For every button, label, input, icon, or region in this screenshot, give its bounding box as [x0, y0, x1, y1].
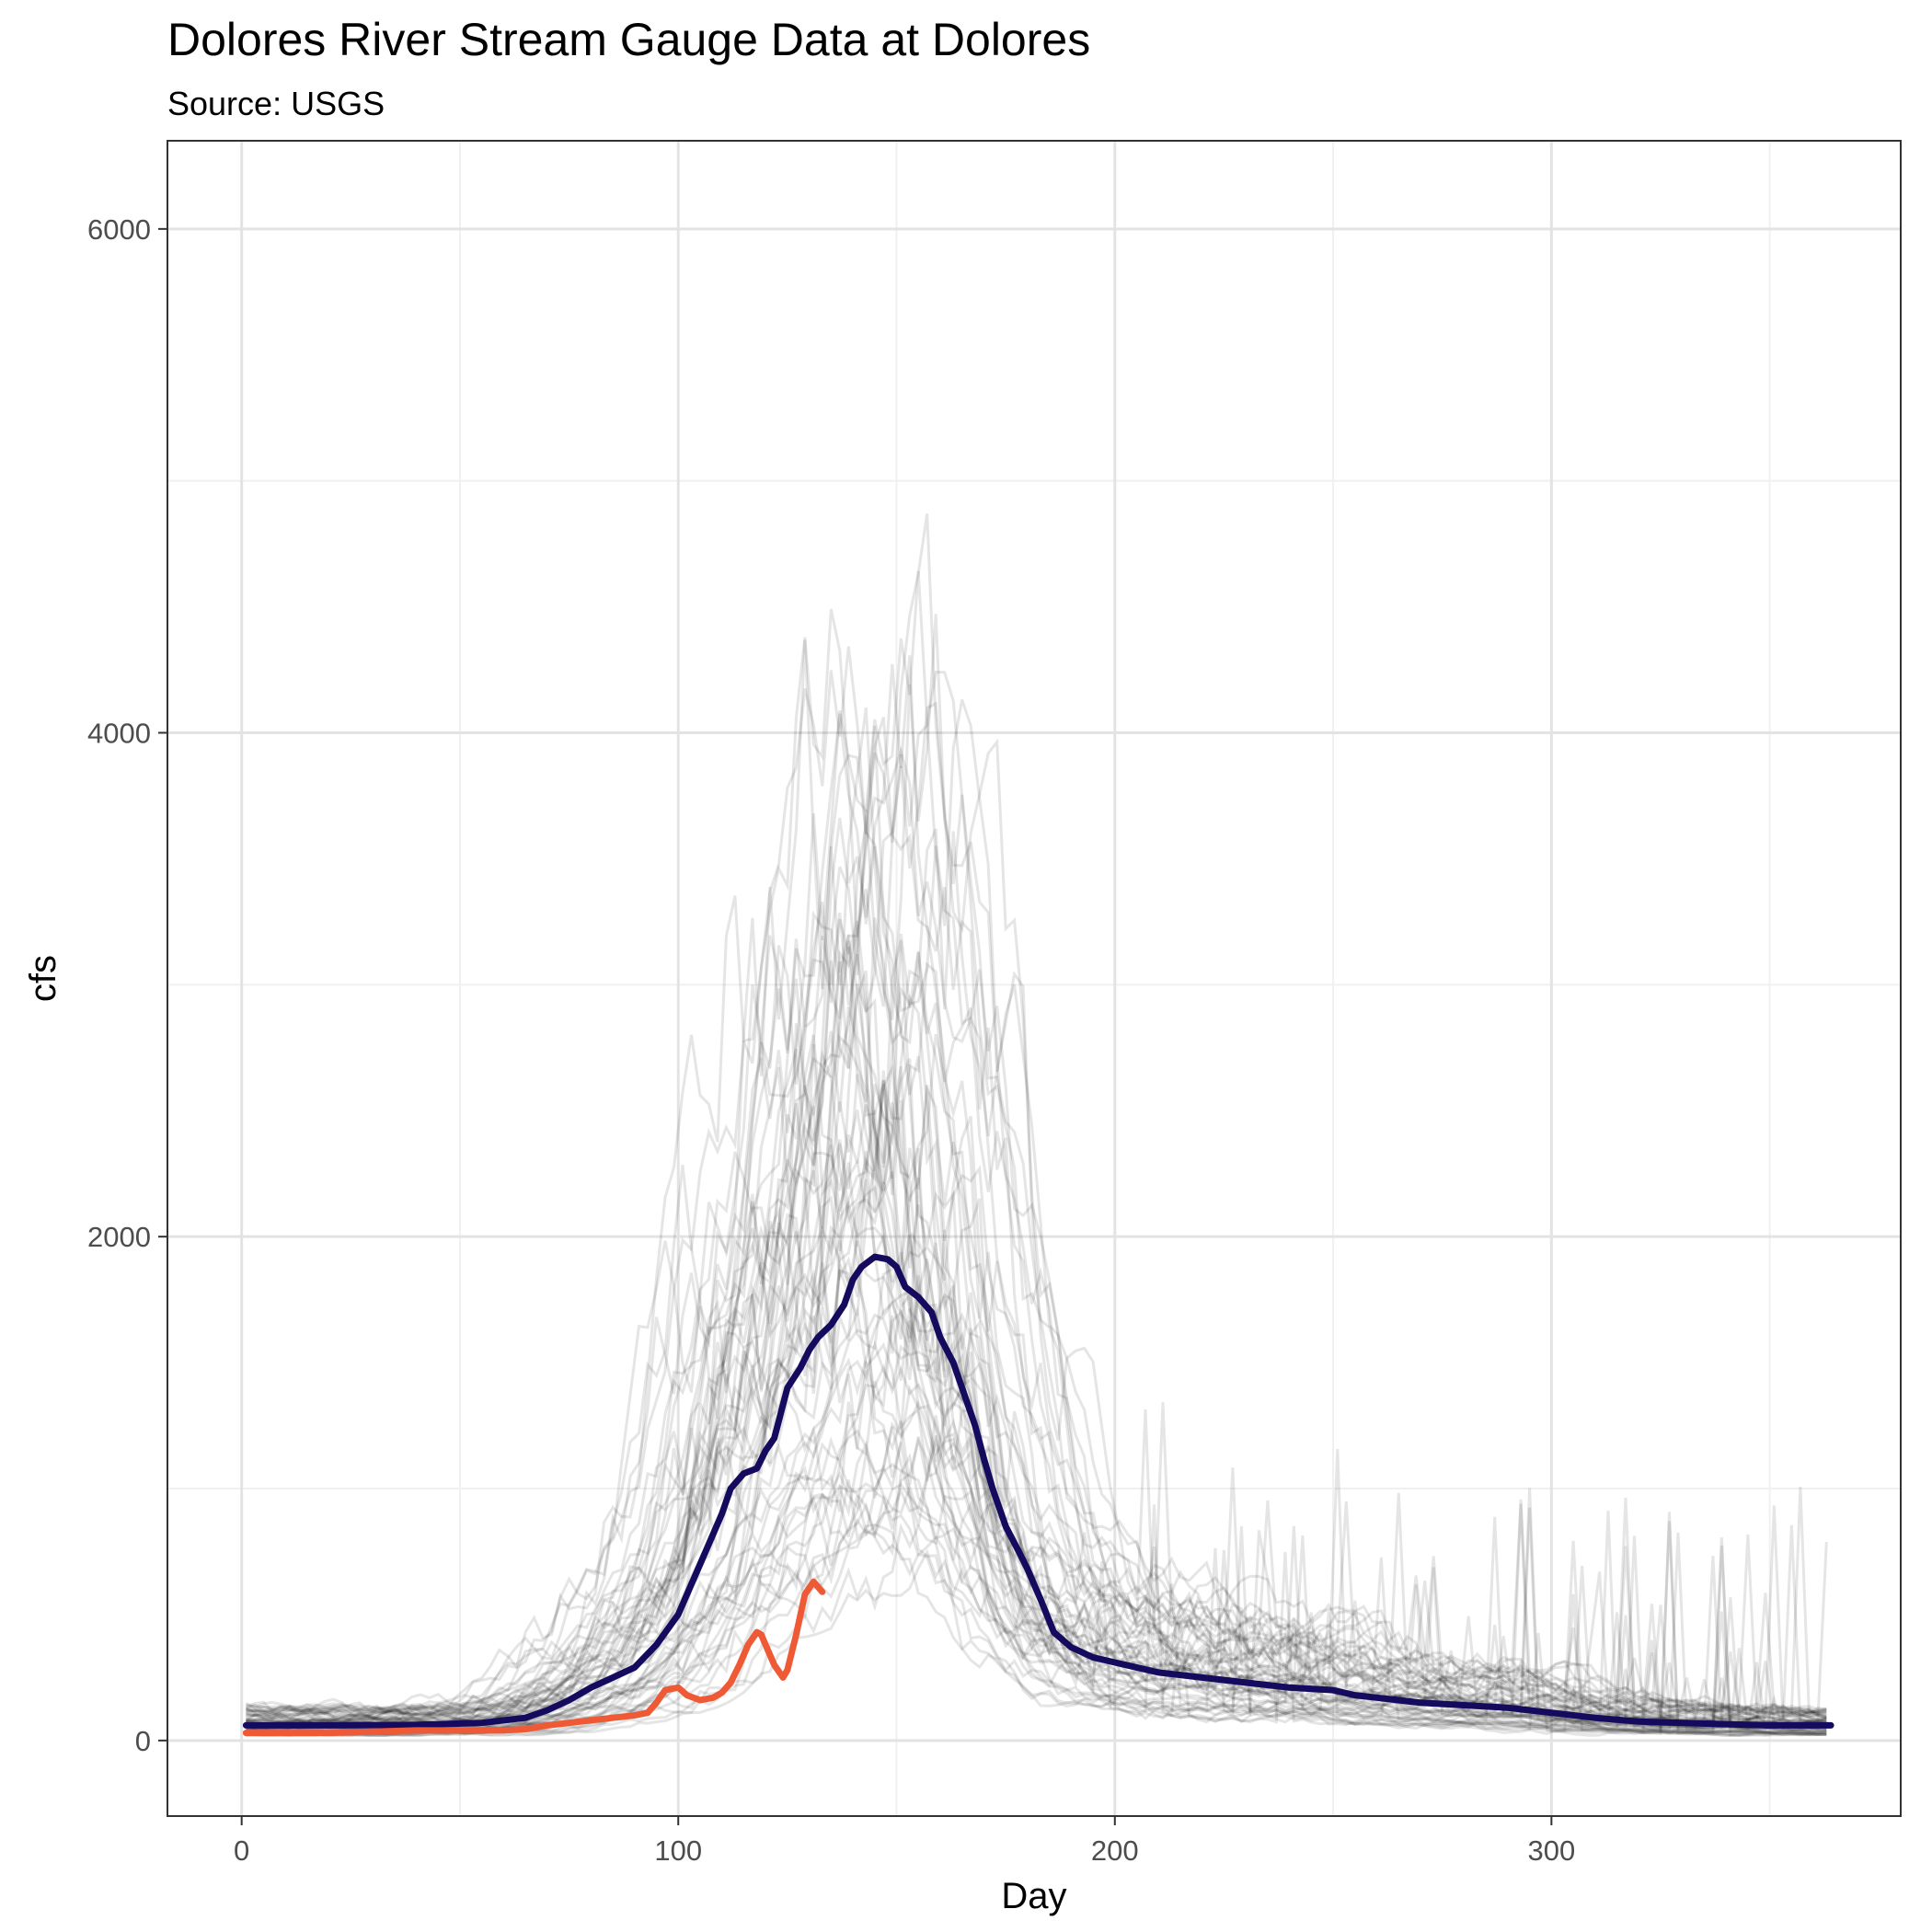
y-tick-label: 2000 [87, 1221, 151, 1253]
historical-series-line [246, 701, 1827, 1719]
historical-series-line [246, 845, 1827, 1720]
y-tick-label: 4000 [87, 718, 151, 750]
historical-series-line [246, 1363, 1827, 1731]
historical-series-line [245, 901, 1827, 1722]
historical-series-line [246, 707, 1827, 1717]
historical-series-line [245, 570, 1827, 1716]
historical-series-line [246, 1269, 1827, 1731]
historical-series-line [246, 1504, 1827, 1737]
x-tick-label: 100 [654, 1834, 702, 1867]
median-series-line [242, 1253, 1834, 1729]
historical-series-line [246, 1144, 1827, 1727]
y-tick-label: 0 [135, 1725, 151, 1757]
x-tick-label: 200 [1091, 1834, 1139, 1867]
panel-border [167, 140, 1902, 1817]
historical-series-line [246, 670, 1827, 1718]
grid-layer [167, 141, 1901, 1816]
historical-series-line [246, 1313, 1827, 1732]
historical-series-line [245, 961, 1827, 1724]
main-series-layer [242, 1253, 1834, 1737]
current-series-line [242, 1578, 826, 1737]
historical-series-line [245, 655, 1827, 1720]
x-tick-label: 0 [234, 1834, 249, 1867]
historical-series-line [246, 1429, 1827, 1734]
historical-series-line [246, 1262, 1827, 1734]
historical-series-line [245, 1105, 1827, 1731]
historical-series-line [246, 1523, 1827, 1737]
historical-series-line [245, 1079, 1827, 1729]
historical-series-line [245, 960, 1827, 1726]
historical-series-line [246, 1466, 1827, 1736]
historical-series-line [245, 614, 1827, 1717]
historical-series-line [246, 1034, 1828, 1724]
historical-series-line [246, 713, 1827, 1717]
axis-layer: 0 100 200 300 0 2000 4000 6000 [87, 213, 1575, 1867]
historical-series-line [246, 646, 1827, 1711]
historical-series-layer [245, 513, 1828, 1737]
y-axis-title: cfs [23, 955, 63, 1002]
historical-series-line [246, 639, 1827, 1720]
x-tick-label: 300 [1527, 1834, 1575, 1867]
chart-title: Dolores River Stream Gauge Data at Dolor… [167, 14, 1091, 65]
historical-series-line [246, 725, 1827, 1721]
y-tick-label: 6000 [87, 213, 151, 246]
historical-series-line [245, 513, 1827, 1716]
historical-series-line [245, 917, 1827, 1725]
historical-series-line [246, 940, 1828, 1731]
historical-series-line [245, 608, 1827, 1721]
historical-series-line [245, 745, 1827, 1719]
x-axis-title: Day [1001, 1876, 1066, 1916]
historical-series-line [246, 753, 1827, 1719]
chart-subtitle: Source: USGS [167, 85, 385, 122]
historical-series-line [246, 1084, 1827, 1730]
